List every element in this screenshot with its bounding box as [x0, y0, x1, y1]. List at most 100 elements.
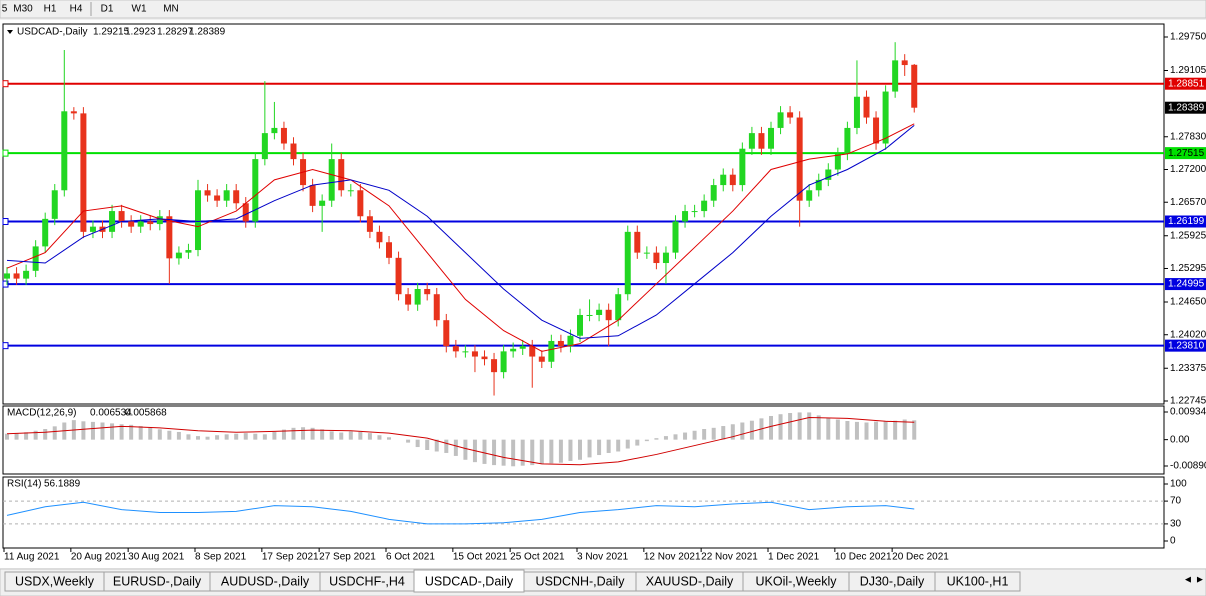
- candle-body: [538, 356, 545, 362]
- menu-arrow[interactable]: [7, 30, 13, 34]
- macd-bar: [902, 419, 907, 440]
- candle-body: [491, 359, 498, 373]
- y-tick-label: -0.00890: [1170, 461, 1206, 472]
- scroll-left[interactable]: ◄: [1183, 575, 1193, 586]
- candle-body: [280, 127, 287, 144]
- macd-bar: [167, 430, 172, 440]
- macd-bar: [367, 433, 372, 440]
- level-label-box: [1165, 77, 1206, 90]
- timeframe-button[interactable]: D1: [101, 4, 114, 15]
- macd-bar: [730, 424, 735, 440]
- candle-body: [653, 252, 660, 264]
- indicator-title: MACD(12,26,9): [7, 408, 76, 419]
- macd-bar: [129, 424, 134, 440]
- macd-bar: [597, 439, 602, 456]
- macd-bar: [196, 436, 200, 440]
- macd-bar: [243, 433, 248, 440]
- chart-tab[interactable]: [934, 571, 1021, 592]
- macd-bar: [749, 420, 754, 440]
- candle-body: [500, 351, 507, 373]
- macd-bar: [234, 433, 239, 440]
- macd-bar: [348, 431, 353, 440]
- chart-title: USDCAD-,Daily: [17, 27, 88, 38]
- x-tick-label: 25 Oct 2021: [510, 552, 565, 563]
- macd-bar: [463, 439, 468, 460]
- candle-body: [844, 127, 851, 154]
- candle-body: [42, 218, 49, 247]
- timeframe-button[interactable]: MN: [163, 4, 179, 15]
- macd-bar: [453, 439, 458, 456]
- timeframe-button[interactable]: M30: [13, 4, 33, 15]
- moving-average: [6, 124, 915, 339]
- candle-body: [634, 231, 641, 253]
- candle-body: [672, 221, 679, 253]
- candle-body: [471, 351, 478, 357]
- x-tick-label: 3 Nov 2021: [577, 552, 629, 563]
- tab-label[interactable]: USDCAD-,Daily: [425, 574, 514, 588]
- timeframe-button[interactable]: 5: [2, 4, 8, 15]
- indicator-title: RSI(14): [7, 479, 41, 490]
- scroll-right[interactable]: ►: [1195, 575, 1205, 586]
- candle-body: [185, 250, 192, 253]
- macd-bar: [157, 429, 162, 440]
- tab-label[interactable]: DJ30-,Daily: [860, 574, 925, 588]
- ohlc-value: 1.28389: [189, 27, 226, 38]
- timeframe-button[interactable]: H4: [70, 4, 83, 15]
- x-tick-label: 6 Oct 2021: [386, 552, 435, 563]
- candle-body: [128, 221, 135, 227]
- candle-body: [271, 127, 278, 134]
- candle-body: [882, 91, 889, 144]
- candle-body: [242, 203, 249, 222]
- tab-label[interactable]: UK100-,H1: [947, 574, 1009, 588]
- macd-bar: [138, 426, 143, 440]
- candle-body: [586, 314, 593, 316]
- macd-bar: [272, 431, 277, 440]
- tab-label[interactable]: USDX,Weekly: [15, 574, 95, 588]
- macd-bar: [5, 433, 9, 440]
- level-label-box: [1165, 147, 1206, 160]
- candle-body: [701, 200, 708, 212]
- macd-bar: [110, 423, 115, 440]
- candle-body: [834, 153, 841, 170]
- macd-bar: [205, 436, 210, 440]
- candle-body: [109, 211, 116, 232]
- y-tick-label: 1.27200: [1170, 164, 1206, 175]
- macd-bar: [176, 431, 181, 440]
- level-label-box: [1165, 278, 1206, 291]
- candle-body: [252, 159, 259, 222]
- candle-body: [347, 190, 354, 192]
- tab-label[interactable]: AUDUSD-,Daily: [221, 574, 310, 588]
- timeframe-button[interactable]: W1: [132, 4, 147, 15]
- y-tick-label: 0.00: [1170, 434, 1190, 445]
- x-tick-label: 22 Nov 2021: [701, 552, 758, 563]
- macd-bar: [329, 431, 334, 440]
- ohlc-value: 1.28297: [157, 27, 194, 38]
- candle-body: [118, 211, 125, 222]
- candle-body: [214, 195, 221, 201]
- candle-body: [357, 190, 364, 217]
- rsi-panel: [2, 476, 1165, 549]
- candle-body: [567, 335, 574, 347]
- y-tick-label: 1.29105: [1170, 65, 1206, 76]
- macd-bar: [387, 437, 391, 440]
- macd-bar: [377, 435, 382, 440]
- candle-body: [605, 309, 612, 321]
- macd-bar: [578, 439, 582, 460]
- candle-body: [51, 190, 58, 219]
- timeframe-button[interactable]: H1: [44, 4, 57, 15]
- x-tick-label: 8 Sep 2021: [195, 552, 247, 563]
- macd-bar: [310, 427, 315, 440]
- macd-bar: [262, 434, 267, 440]
- candle-body: [758, 133, 765, 149]
- current-price: 1.28389: [1168, 102, 1205, 113]
- macd-bar: [807, 412, 812, 440]
- macd-bar: [14, 433, 19, 440]
- tab-label[interactable]: USDCHF-,H4: [329, 574, 405, 588]
- macd-bar: [673, 434, 678, 440]
- macd-bar: [43, 428, 48, 440]
- tab-label[interactable]: XAUUSD-,Daily: [646, 574, 734, 588]
- tab-label[interactable]: EURUSD-,Daily: [113, 574, 202, 588]
- tab-label[interactable]: UKOil-,Weekly: [755, 574, 837, 588]
- tab-label[interactable]: USDCNH-,Daily: [536, 574, 626, 588]
